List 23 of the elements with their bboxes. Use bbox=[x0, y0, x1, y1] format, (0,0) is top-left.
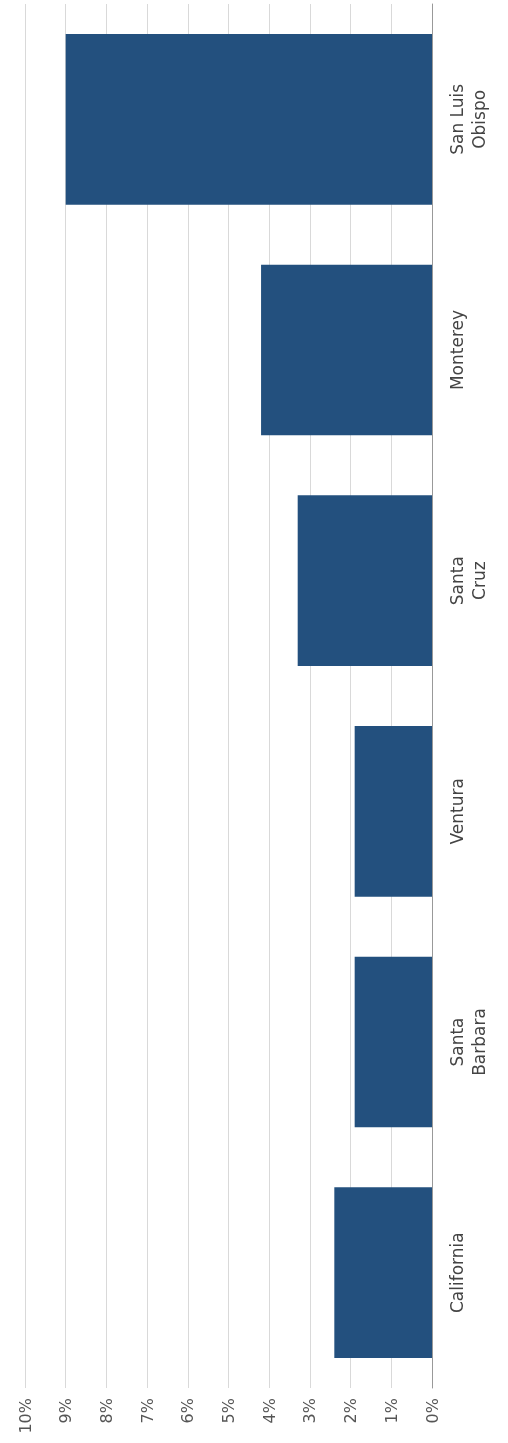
x-tick-label: 6% bbox=[178, 1398, 198, 1424]
x-tick-label: 0% bbox=[422, 1398, 442, 1424]
x-tick-label: 10% bbox=[15, 1398, 35, 1434]
bar bbox=[297, 495, 432, 667]
x-tick-label: 2% bbox=[341, 1398, 361, 1424]
bar bbox=[261, 264, 432, 436]
bar bbox=[334, 1187, 432, 1359]
x-tick-label: 5% bbox=[219, 1398, 238, 1424]
x-tick-label: 1% bbox=[381, 1398, 401, 1424]
x-tick-label: 4% bbox=[259, 1398, 279, 1424]
y-tick-label: Santa Cruz bbox=[447, 556, 489, 606]
bar bbox=[354, 956, 432, 1128]
y-tick-label: Santa Barbara bbox=[447, 1008, 489, 1076]
x-tick-label: 3% bbox=[300, 1398, 320, 1424]
bar bbox=[65, 33, 432, 205]
bar bbox=[354, 725, 432, 897]
y-tick-label: Ventura bbox=[447, 778, 467, 845]
y-tick-label: San Luis Obispo bbox=[447, 83, 489, 155]
x-tick-label: 8% bbox=[96, 1398, 116, 1424]
y-tick-label: Monterey bbox=[447, 309, 467, 391]
y-tick-label: California bbox=[447, 1232, 467, 1314]
x-tick-label: 9% bbox=[56, 1398, 76, 1424]
x-tick-label: 7% bbox=[137, 1398, 157, 1424]
